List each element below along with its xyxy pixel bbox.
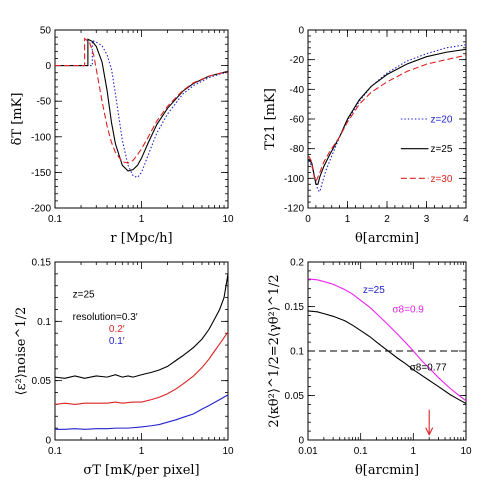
y-tick-label: -20	[290, 55, 305, 66]
annotation: 0.1′	[109, 336, 125, 347]
plot-frame	[54, 29, 229, 209]
y-tick-label: -50	[37, 97, 52, 108]
y-tick-label: 0	[298, 436, 304, 447]
chart-p4: 0.01 0.1 1 10 0 0.05 0.1 0.15 0.2 θ[arcmin] 2⟨κθ²⟩…	[267, 258, 472, 479]
series-line-3	[55, 394, 228, 430]
series-line-3	[55, 37, 228, 164]
annotation: resolution=0.3′	[73, 312, 138, 323]
y-tick-label: -80	[290, 144, 305, 155]
y-tick-label: -150	[31, 168, 51, 179]
annotation: σ8=0.77	[410, 363, 447, 374]
y-tick-label: 50	[40, 26, 52, 37]
y-tick-label: 0.2	[290, 258, 304, 269]
legend-entry: z=30	[430, 174, 452, 185]
chart-p2: 0 1 2 3 4 -120 -100 -80 -60 -40 -20 0 θ[arcmin] T21 […	[263, 26, 469, 247]
x-tick-label: 1	[345, 214, 351, 225]
chart-p1: 0.1 1 10 -200 -150 -100 -50 0 50 r [Mpc/h] δT [mK]	[10, 26, 234, 247]
y-tick-label: -200	[31, 204, 51, 215]
x-axis-label: θ[arcmin]	[355, 231, 419, 246]
annotation: z=25	[363, 285, 385, 296]
x-tick-label: 0	[305, 214, 311, 225]
legend-entry: z=20	[430, 115, 452, 126]
y-axis-label: ⟨ε²⟩noise^1/2	[14, 307, 29, 396]
x-tick-label: 2	[384, 214, 390, 225]
annotation: z=25	[73, 290, 95, 301]
x-tick-label: 0.1	[48, 446, 62, 457]
x-axis-label: σT [mK/per pixel]	[83, 463, 199, 478]
series-line-3	[308, 54, 466, 183]
x-tick-label: 1	[139, 446, 145, 457]
chart-p3: 0.1 1 10 0 0.05 0.1 0.15 σT [mK/per pixel] ⟨ε²⟩n…	[14, 258, 234, 479]
y-axis-label: T21 [mK]	[263, 88, 278, 150]
x-tick-label: 3	[424, 214, 430, 225]
y-tick-label: 0.1	[290, 347, 304, 358]
y-tick-label: -100	[284, 174, 304, 185]
y-tick-label: -40	[290, 85, 305, 96]
plot-area	[308, 44, 466, 193]
y-axis-label: 2⟨κθ²⟩^1/2=2⟨γθ²⟩^1/2	[267, 274, 282, 427]
x-tick-label: 4	[463, 214, 469, 225]
y-tick-label: 0	[45, 436, 51, 447]
y-tick-label: 0	[298, 26, 304, 37]
y-tick-label: 0.1	[37, 317, 51, 328]
series-line-2	[55, 38, 228, 172]
x-tick-label: 10	[222, 214, 234, 225]
series-line-1	[55, 273, 228, 379]
plot-area	[55, 273, 228, 430]
x-tick-label: 10	[460, 446, 472, 457]
y-tick-label: 0.15	[32, 258, 52, 269]
x-tick-label: 0.1	[48, 214, 62, 225]
y-tick-label: -100	[31, 132, 51, 143]
x-tick-label: 10	[222, 446, 234, 457]
series-line-2	[308, 310, 466, 404]
y-tick-label: 0.05	[32, 376, 52, 387]
annotation: 0.2′	[109, 324, 125, 335]
x-tick-label: 1	[139, 214, 145, 225]
series-line-2	[55, 331, 228, 405]
series-line-1	[308, 278, 466, 402]
x-tick-label: 0.1	[354, 446, 368, 457]
y-tick-label: -120	[284, 204, 304, 215]
legend-entry: z=25	[430, 144, 452, 155]
plot-area	[55, 37, 228, 179]
x-tick-label: 1	[411, 446, 417, 457]
y-axis-label: δT [mK]	[10, 93, 25, 146]
x-tick-label: 0.01	[298, 446, 318, 457]
x-axis-label: θ[arcmin]	[355, 463, 419, 478]
y-tick-label: 0.15	[285, 302, 305, 313]
plot-area	[308, 278, 466, 404]
x-axis-label: r [Mpc/h]	[110, 231, 172, 246]
y-tick-label: 0	[45, 61, 51, 72]
y-tick-label: -60	[290, 115, 305, 126]
y-tick-label: 0.05	[285, 391, 305, 402]
annotation: σ8=0.9	[392, 305, 424, 316]
arrow-head	[425, 427, 434, 436]
